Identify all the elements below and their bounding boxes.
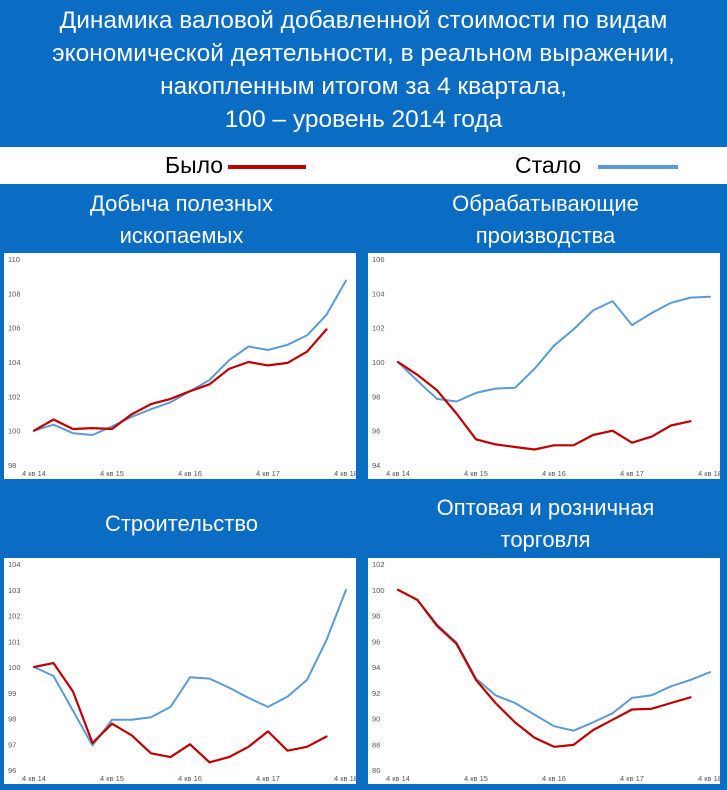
- panel-title-line: ископаемых: [119, 223, 244, 248]
- x-tick-label: 4 кв 16: [178, 774, 202, 783]
- x-tick-label: 4 кв 17: [620, 469, 644, 478]
- y-tick-label: 104: [8, 358, 21, 367]
- y-tick-label: 104: [8, 560, 21, 569]
- x-tick-label: 4 кв 14: [386, 774, 410, 783]
- x-tick-label: 4 кв 17: [256, 469, 280, 478]
- y-tick-label: 108: [8, 289, 21, 298]
- series-line-before: [396, 588, 692, 748]
- y-tick-label: 102: [372, 560, 385, 569]
- panel-title-line: Строительство: [104, 511, 259, 536]
- panel-title-manufacturing: Обрабатывающие производства: [364, 188, 727, 252]
- y-tick-label: 102: [8, 612, 21, 621]
- y-tick-label: 103: [8, 586, 21, 595]
- y-tick-label: 98: [372, 392, 380, 401]
- main-title: Динамика валовой добавленной стоимости п…: [0, 0, 727, 146]
- series-line-before: [32, 661, 328, 764]
- x-tick-label: 4 кв 15: [464, 774, 488, 783]
- y-tick-label: 104: [372, 289, 385, 298]
- y-tick-label: 102: [8, 392, 21, 401]
- panel-title-construction: Строительство: [0, 508, 363, 540]
- y-tick-label: 90: [372, 715, 380, 724]
- y-tick-label: 100: [8, 663, 21, 672]
- chart-svg: 94 96 98 100 102 104 106 4 кв 14 4 кв 15 4 кв 16 4…: [372, 255, 720, 478]
- title-line: экономической деятельности, в реальном в…: [52, 40, 675, 67]
- x-tick-label: 4 кв 14: [386, 469, 410, 478]
- y-tick-label: 98: [372, 612, 380, 621]
- y-tick-label: 92: [372, 689, 380, 698]
- y-tick-label: 102: [372, 324, 385, 333]
- x-tick-label: 4 кв 17: [256, 774, 280, 783]
- chart-svg: 98 100 102 104 106 108 110 4 кв 14 4 кв 15 4 кв 1…: [8, 255, 356, 478]
- x-tick-label: 4 кв 15: [100, 774, 124, 783]
- x-tick-label: 4 кв 18: [698, 774, 720, 783]
- panel-title-line: Обрабатывающие: [452, 191, 639, 216]
- y-tick-label: 106: [8, 324, 21, 333]
- y-tick-label: 100: [372, 586, 385, 595]
- y-tick-label: 88: [372, 740, 380, 749]
- legend-after-line: [598, 165, 678, 169]
- chart-manufacturing: 94 96 98 100 102 104 106 4 кв 14 4 кв 15 4 кв 16 4…: [368, 253, 720, 479]
- x-tick-label: 4 кв 18: [334, 774, 356, 783]
- chart-svg: 86 88 90 92 94 96 98 100 102 4 кв 14 4 кв 15 4 кв 1…: [372, 560, 720, 783]
- y-tick-label: 96: [372, 427, 380, 436]
- x-tick-label: 4 кв 15: [100, 469, 124, 478]
- y-tick-label: 96: [8, 766, 16, 775]
- y-tick-label: 100: [8, 427, 21, 436]
- series-line-after: [397, 295, 711, 403]
- chart-mining: 98 100 102 104 106 108 110 4 кв 14 4 кв 15 4 кв 1…: [4, 253, 356, 479]
- panel-title-line: производства: [475, 223, 616, 248]
- chart-construction: 96 97 98 99 100 101 102 103 104 4 кв 14 4 кв 15 4 к…: [4, 558, 356, 784]
- title-line: 100 – уровень 2014 года: [224, 106, 503, 133]
- series-line-after: [33, 279, 347, 436]
- x-tick-label: 4 кв 16: [542, 774, 566, 783]
- y-tick-label: 96: [372, 637, 380, 646]
- legend-before-label: Было: [165, 152, 224, 178]
- x-tick-label: 4 кв 18: [334, 469, 356, 478]
- y-tick-label: 98: [8, 461, 16, 470]
- y-tick-label: 110: [8, 255, 20, 264]
- y-tick-label: 106: [372, 255, 385, 264]
- x-tick-label: 4 кв 14: [22, 774, 46, 783]
- series-line-before: [396, 360, 692, 451]
- x-tick-label: 4 кв 14: [22, 469, 46, 478]
- x-tick-label: 4 кв 18: [698, 469, 720, 478]
- legend-before-line: [228, 165, 306, 169]
- y-tick-label: 86: [372, 766, 380, 775]
- panel-title-line: Добыча полезных: [90, 191, 273, 216]
- series-line-before: [32, 328, 328, 432]
- title-line: Динамика валовой добавленной стоимости п…: [59, 7, 668, 34]
- y-tick-label: 99: [8, 689, 16, 698]
- panel-title-mining: Добыча полезных ископаемых: [0, 188, 363, 252]
- y-tick-label: 98: [8, 715, 16, 724]
- x-tick-label: 4 кв 16: [178, 469, 202, 478]
- series-line-after: [397, 588, 711, 732]
- x-tick-label: 4 кв 16: [542, 469, 566, 478]
- y-tick-label: 101: [8, 637, 21, 646]
- series-line-after: [33, 588, 347, 747]
- y-tick-label: 94: [372, 461, 380, 470]
- panel-title-line: Оптовая и розничная: [436, 495, 655, 520]
- title-line: накопленным итогом за 4 квартала,: [160, 73, 567, 100]
- legend-after-label: Стало: [515, 152, 582, 178]
- panel-title-line: торговля: [500, 527, 591, 552]
- panel-title-trade: Оптовая и розничная торговля: [364, 492, 727, 556]
- chart-trade: 86 88 90 92 94 96 98 100 102 4 кв 14 4 кв 15 4 кв 1…: [368, 558, 720, 784]
- y-tick-label: 97: [8, 740, 16, 749]
- x-tick-label: 4 кв 15: [464, 469, 488, 478]
- x-tick-label: 4 кв 17: [620, 774, 644, 783]
- y-tick-label: 100: [372, 358, 385, 367]
- y-tick-label: 94: [372, 663, 380, 672]
- legend: Было Стало: [0, 147, 727, 184]
- chart-svg: 96 97 98 99 100 101 102 103 104 4 кв 14 4 кв 15 4 к…: [8, 560, 356, 783]
